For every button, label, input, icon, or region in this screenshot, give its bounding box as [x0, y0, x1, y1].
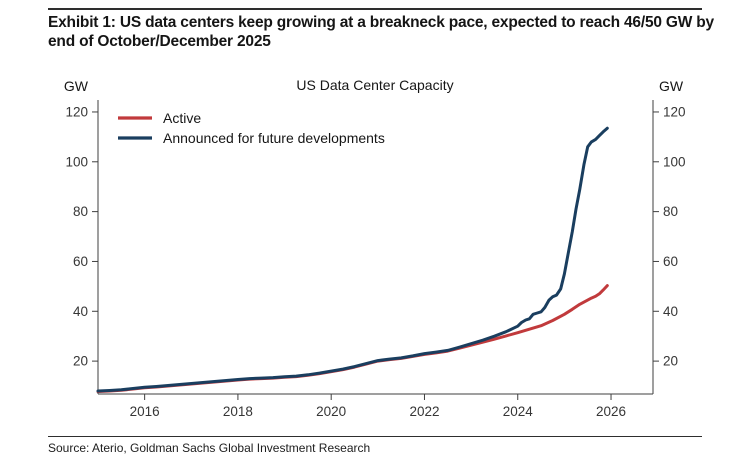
legend-label-announced: Announced for future developments: [163, 130, 385, 146]
source-note: Source: Aterio, Goldman Sachs Global Inv…: [48, 441, 371, 455]
x-tick-label: 2018: [223, 404, 253, 419]
x-tick-label: 2020: [316, 404, 346, 419]
bottom-rule: [48, 436, 702, 437]
y-tick-label-left: 100: [65, 154, 88, 169]
exhibit-title-line2: end of October/December 2025: [48, 33, 271, 50]
y-tick-label-left: 60: [73, 254, 88, 269]
x-tick-label: 2026: [596, 404, 626, 419]
y-tick-label-right: 20: [663, 354, 678, 369]
y-axis-unit-left: GW: [64, 78, 89, 94]
x-tick-label: 2016: [130, 404, 160, 419]
exhibit-title-line1: Exhibit 1: US data centers keep growing …: [48, 14, 714, 31]
x-tick-label: 2022: [409, 404, 439, 419]
top-rule: [48, 8, 702, 10]
y-tick-label-left: 120: [65, 104, 88, 119]
y-tick-label-right: 80: [663, 204, 678, 219]
series-line-active: [96, 284, 609, 393]
y-tick-label-left: 20: [73, 354, 88, 369]
y-tick-label-right: 120: [663, 104, 686, 119]
y-tick-label-right: 60: [663, 254, 678, 269]
legend-label-active: Active: [163, 110, 201, 126]
y-tick-label-left: 80: [73, 204, 88, 219]
y-tick-label-right: 100: [663, 154, 686, 169]
chart-title: US Data Center Capacity: [296, 77, 453, 93]
y-tick-label-right: 40: [663, 304, 678, 319]
exhibit-title: Exhibit 1: US data centers keep growing …: [48, 13, 728, 51]
y-tick-label-left: 40: [73, 304, 88, 319]
x-tick-label: 2024: [503, 404, 534, 419]
series-line-announced: [96, 126, 609, 393]
y-axis-unit-right: GW: [659, 78, 684, 94]
